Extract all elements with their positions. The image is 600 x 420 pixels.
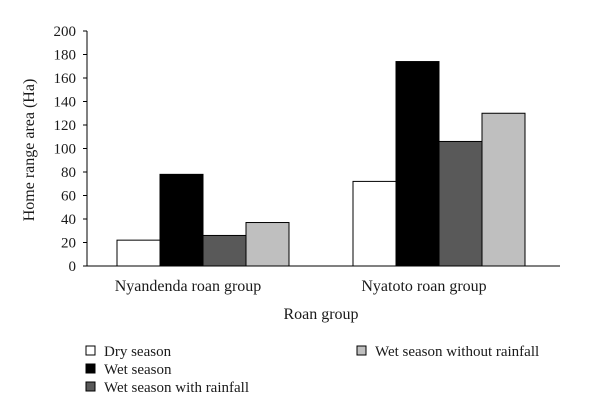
y-tick-label: 0 — [69, 259, 77, 275]
plot-area — [116, 61, 526, 267]
bar-2-2 — [395, 61, 440, 267]
bar-2-1 — [159, 173, 204, 267]
category-label: Nyatoto roan group — [361, 278, 486, 295]
legend-swatch-4 — [356, 345, 367, 356]
y-tick-label: 40 — [61, 212, 76, 228]
y-axis-ticks: 0 20 40 60 80 100 120 140 160 180 200 — [54, 24, 87, 275]
bar-4-2 — [481, 112, 526, 267]
y-tick-label: 100 — [54, 142, 77, 158]
y-tick-label: 160 — [54, 71, 77, 87]
legend-label-3: Wet season with rainfall — [104, 380, 249, 396]
legend-label-1: Dry season — [104, 344, 172, 360]
y-tick-label: 200 — [54, 24, 77, 40]
legend-label-2: Wet season — [104, 362, 172, 378]
y-tick-label: 20 — [61, 236, 76, 252]
y-tick-label: 120 — [54, 118, 77, 134]
x-axis-categories: Nyandenda roan group Nyatoto roan group — [115, 278, 487, 295]
legend: Dry season Wet season Wet season with rain… — [85, 344, 539, 396]
legend-swatch-1 — [85, 345, 96, 356]
legend-swatch-3 — [85, 381, 96, 392]
bar-3-1 — [202, 234, 247, 267]
y-tick-label: 180 — [54, 48, 77, 64]
y-axis-title: Home range area (Ha) — [21, 79, 38, 222]
bar-4-1 — [245, 222, 290, 267]
category-label: Nyandenda roan group — [115, 278, 262, 295]
bar-1-2 — [352, 180, 397, 267]
legend-label-4: Wet season without rainfall — [375, 344, 539, 360]
y-tick-label: 140 — [54, 95, 77, 111]
y-tick-label: 80 — [61, 165, 76, 181]
x-axis-title: Roan group — [283, 306, 358, 323]
legend-swatch-2 — [85, 363, 96, 374]
bar-3-2 — [438, 140, 483, 267]
bar-1-1 — [116, 239, 161, 267]
y-tick-label: 60 — [61, 189, 76, 205]
